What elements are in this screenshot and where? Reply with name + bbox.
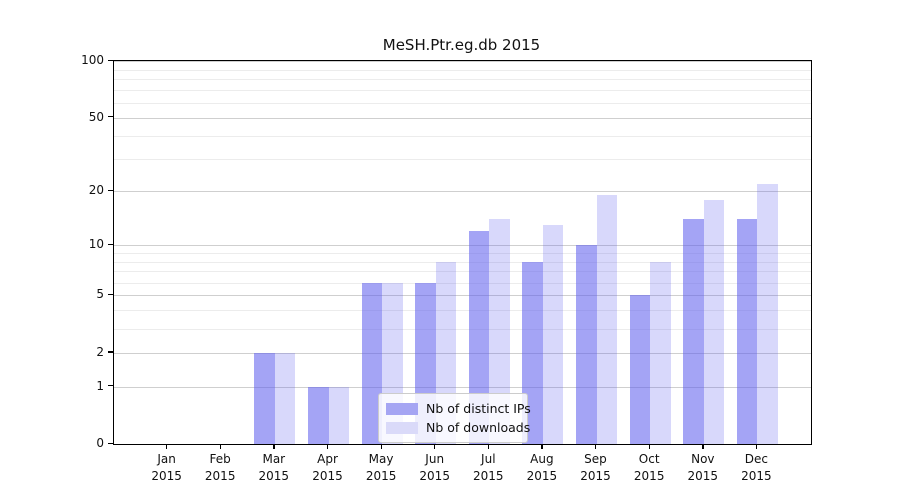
minor-gridline <box>114 159 811 160</box>
x-tick-mark <box>755 444 758 449</box>
bar-downloads <box>703 199 725 444</box>
legend-item-distinct-ips: Nb of distinct IPs <box>386 399 531 418</box>
major-gridline <box>114 295 811 297</box>
major-gridline <box>114 386 811 388</box>
legend-item-downloads: Nb of downloads <box>386 418 530 437</box>
y-tick-mark <box>108 189 113 192</box>
x-axis-tick-label: Jun 2015 <box>419 452 450 484</box>
bar-distinct-ips <box>361 282 383 444</box>
legend-swatch-downloads-icon <box>386 421 418 434</box>
major-gridline <box>114 191 811 193</box>
bar-downloads <box>328 386 349 444</box>
bar-distinct-ips <box>683 219 704 444</box>
minor-gridline <box>114 261 811 263</box>
minor-gridline <box>114 310 811 312</box>
bar-distinct-ips <box>468 231 490 444</box>
y-axis-tick-label: 10 <box>88 237 104 251</box>
bar-distinct-ips <box>629 295 651 444</box>
y-axis-tick-label: 100 <box>81 53 104 67</box>
bar-downloads <box>489 219 510 444</box>
bar-distinct-ips <box>308 386 329 444</box>
legend-swatch-distinct-ips-icon <box>386 402 418 415</box>
x-tick-mark <box>702 444 704 449</box>
x-tick-mark <box>273 444 275 449</box>
legend-label-distinct-ips: Nb of distinct IPs <box>426 401 531 416</box>
y-axis-tick-label: 1 <box>96 378 104 393</box>
bar-downloads <box>274 352 296 444</box>
y-tick-mark <box>108 442 113 444</box>
bar-downloads <box>757 183 778 444</box>
bar-downloads <box>596 195 617 444</box>
bar-downloads <box>542 225 564 444</box>
x-axis-tick-label: Oct 2015 <box>633 452 665 484</box>
x-axis-tick-label: May 2015 <box>365 452 397 484</box>
x-axis-tick-label: Mar 2015 <box>258 452 290 484</box>
bar-distinct-ips <box>736 219 758 444</box>
minor-gridline <box>114 282 811 284</box>
bar-distinct-ips <box>576 245 597 444</box>
y-tick-mark <box>108 351 113 353</box>
y-tick-mark <box>108 385 113 387</box>
y-tick-mark <box>108 243 113 245</box>
minor-gridline <box>114 271 811 273</box>
minor-gridline <box>114 90 811 92</box>
minor-gridline <box>114 69 811 71</box>
x-axis-tick-label: Jul 2015 <box>473 452 504 484</box>
y-tick-mark <box>108 116 113 118</box>
y-axis-tick-label: 20 <box>88 183 104 198</box>
y-axis-tick-label: 0 <box>96 436 104 450</box>
major-gridline <box>114 245 811 246</box>
x-tick-mark <box>166 444 168 449</box>
x-tick-mark <box>487 444 490 449</box>
major-gridline <box>114 352 811 354</box>
chart-title: MeSH.Ptr.eg.db 2015 <box>382 36 541 54</box>
plot-area: Nb of distinct IPs Nb of downloads <box>113 60 812 445</box>
x-axis-tick-label: Jan 2015 <box>151 452 182 484</box>
y-axis-tick-label: 50 <box>88 109 104 124</box>
x-axis-tick-label: Aug 2015 <box>526 452 558 484</box>
x-axis-tick-label: Sep 2015 <box>580 452 611 484</box>
bar-distinct-ips <box>254 352 275 444</box>
x-axis-tick-label: Feb 2015 <box>204 452 236 484</box>
legend-label-downloads: Nb of downloads <box>426 420 531 435</box>
minor-gridline <box>114 135 811 137</box>
bar-downloads <box>650 261 671 444</box>
x-tick-mark <box>327 444 329 449</box>
x-tick-mark <box>648 444 650 449</box>
minor-gridline <box>114 102 811 104</box>
x-tick-mark <box>434 444 436 449</box>
y-tick-mark <box>108 59 113 61</box>
x-tick-mark <box>541 444 543 449</box>
major-gridline <box>114 61 811 62</box>
y-axis-tick-label: 2 <box>96 344 104 359</box>
x-axis-tick-label: Apr 2015 <box>312 452 343 484</box>
minor-gridline <box>114 329 811 330</box>
x-tick-mark <box>595 444 597 449</box>
x-axis-tick-label: Dec 2015 <box>741 452 772 484</box>
x-tick-mark <box>380 444 382 449</box>
minor-gridline <box>114 79 811 81</box>
x-axis-tick-label: Nov 2015 <box>687 452 719 484</box>
major-gridline <box>114 117 811 119</box>
x-tick-mark <box>219 444 221 449</box>
y-axis-tick-label: 5 <box>96 287 104 302</box>
y-tick-mark <box>108 293 113 296</box>
minor-gridline <box>114 252 811 254</box>
legend: Nb of distinct IPs Nb of downloads <box>378 393 531 443</box>
